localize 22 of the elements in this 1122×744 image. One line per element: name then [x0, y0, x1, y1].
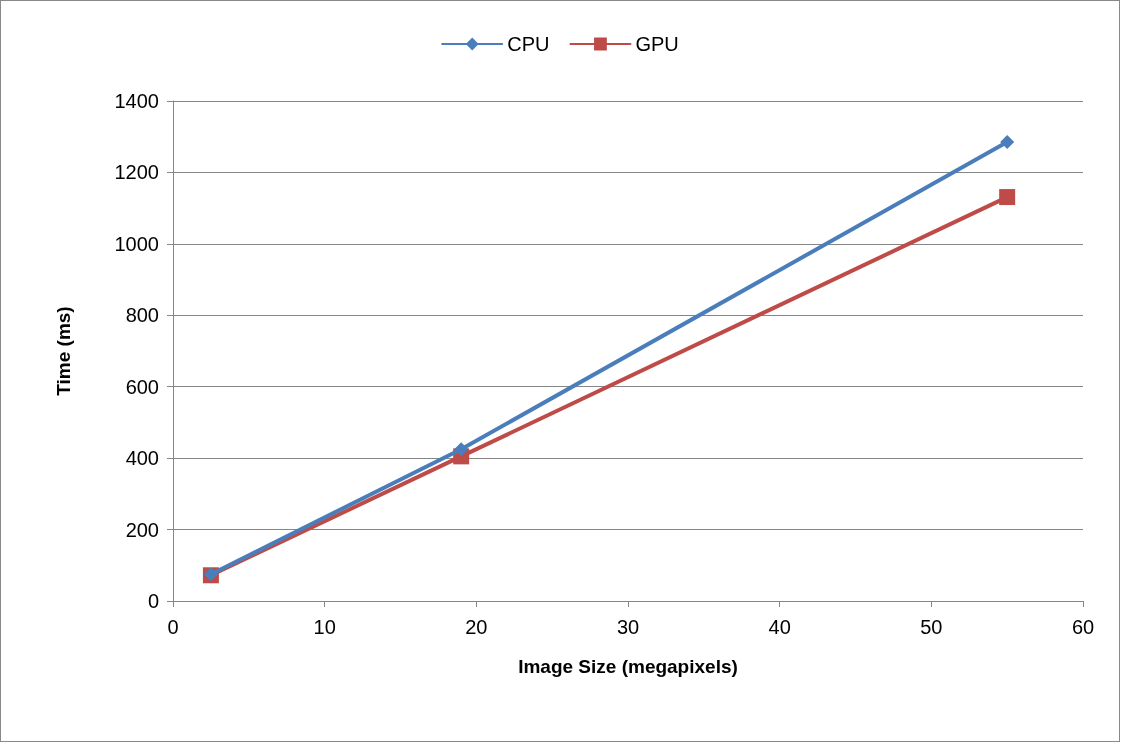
- y-tick-label: 1200: [114, 161, 159, 184]
- y-tick-label: 800: [125, 304, 159, 327]
- y-tick-label: 0: [147, 590, 159, 612]
- y-tick-label: 600: [125, 375, 159, 398]
- x-tick-label: 0: [167, 616, 179, 638]
- y-tick-label: 1400: [114, 90, 159, 112]
- y-tick-label: 1000: [114, 232, 159, 255]
- point: [999, 189, 1016, 206]
- point: [1000, 135, 1015, 150]
- x-tick-label: 30: [616, 616, 640, 638]
- y-tick-label: 200: [125, 518, 159, 541]
- x-tick-label: 60: [1071, 616, 1095, 638]
- x-tick-label: 40: [768, 616, 791, 638]
- legend-label: CPU: [507, 33, 550, 55]
- y-axis-title: Time (ms): [53, 306, 74, 396]
- point: [454, 442, 469, 457]
- x-tick-label: 20: [465, 616, 488, 638]
- legend-label: GPU: [635, 33, 679, 55]
- x-tick-label: 50: [920, 616, 943, 638]
- y-tick-label: 400: [125, 447, 159, 470]
- x-tick-label: 10: [313, 616, 336, 638]
- x-axis-title: Image Size (megapixels): [518, 656, 738, 677]
